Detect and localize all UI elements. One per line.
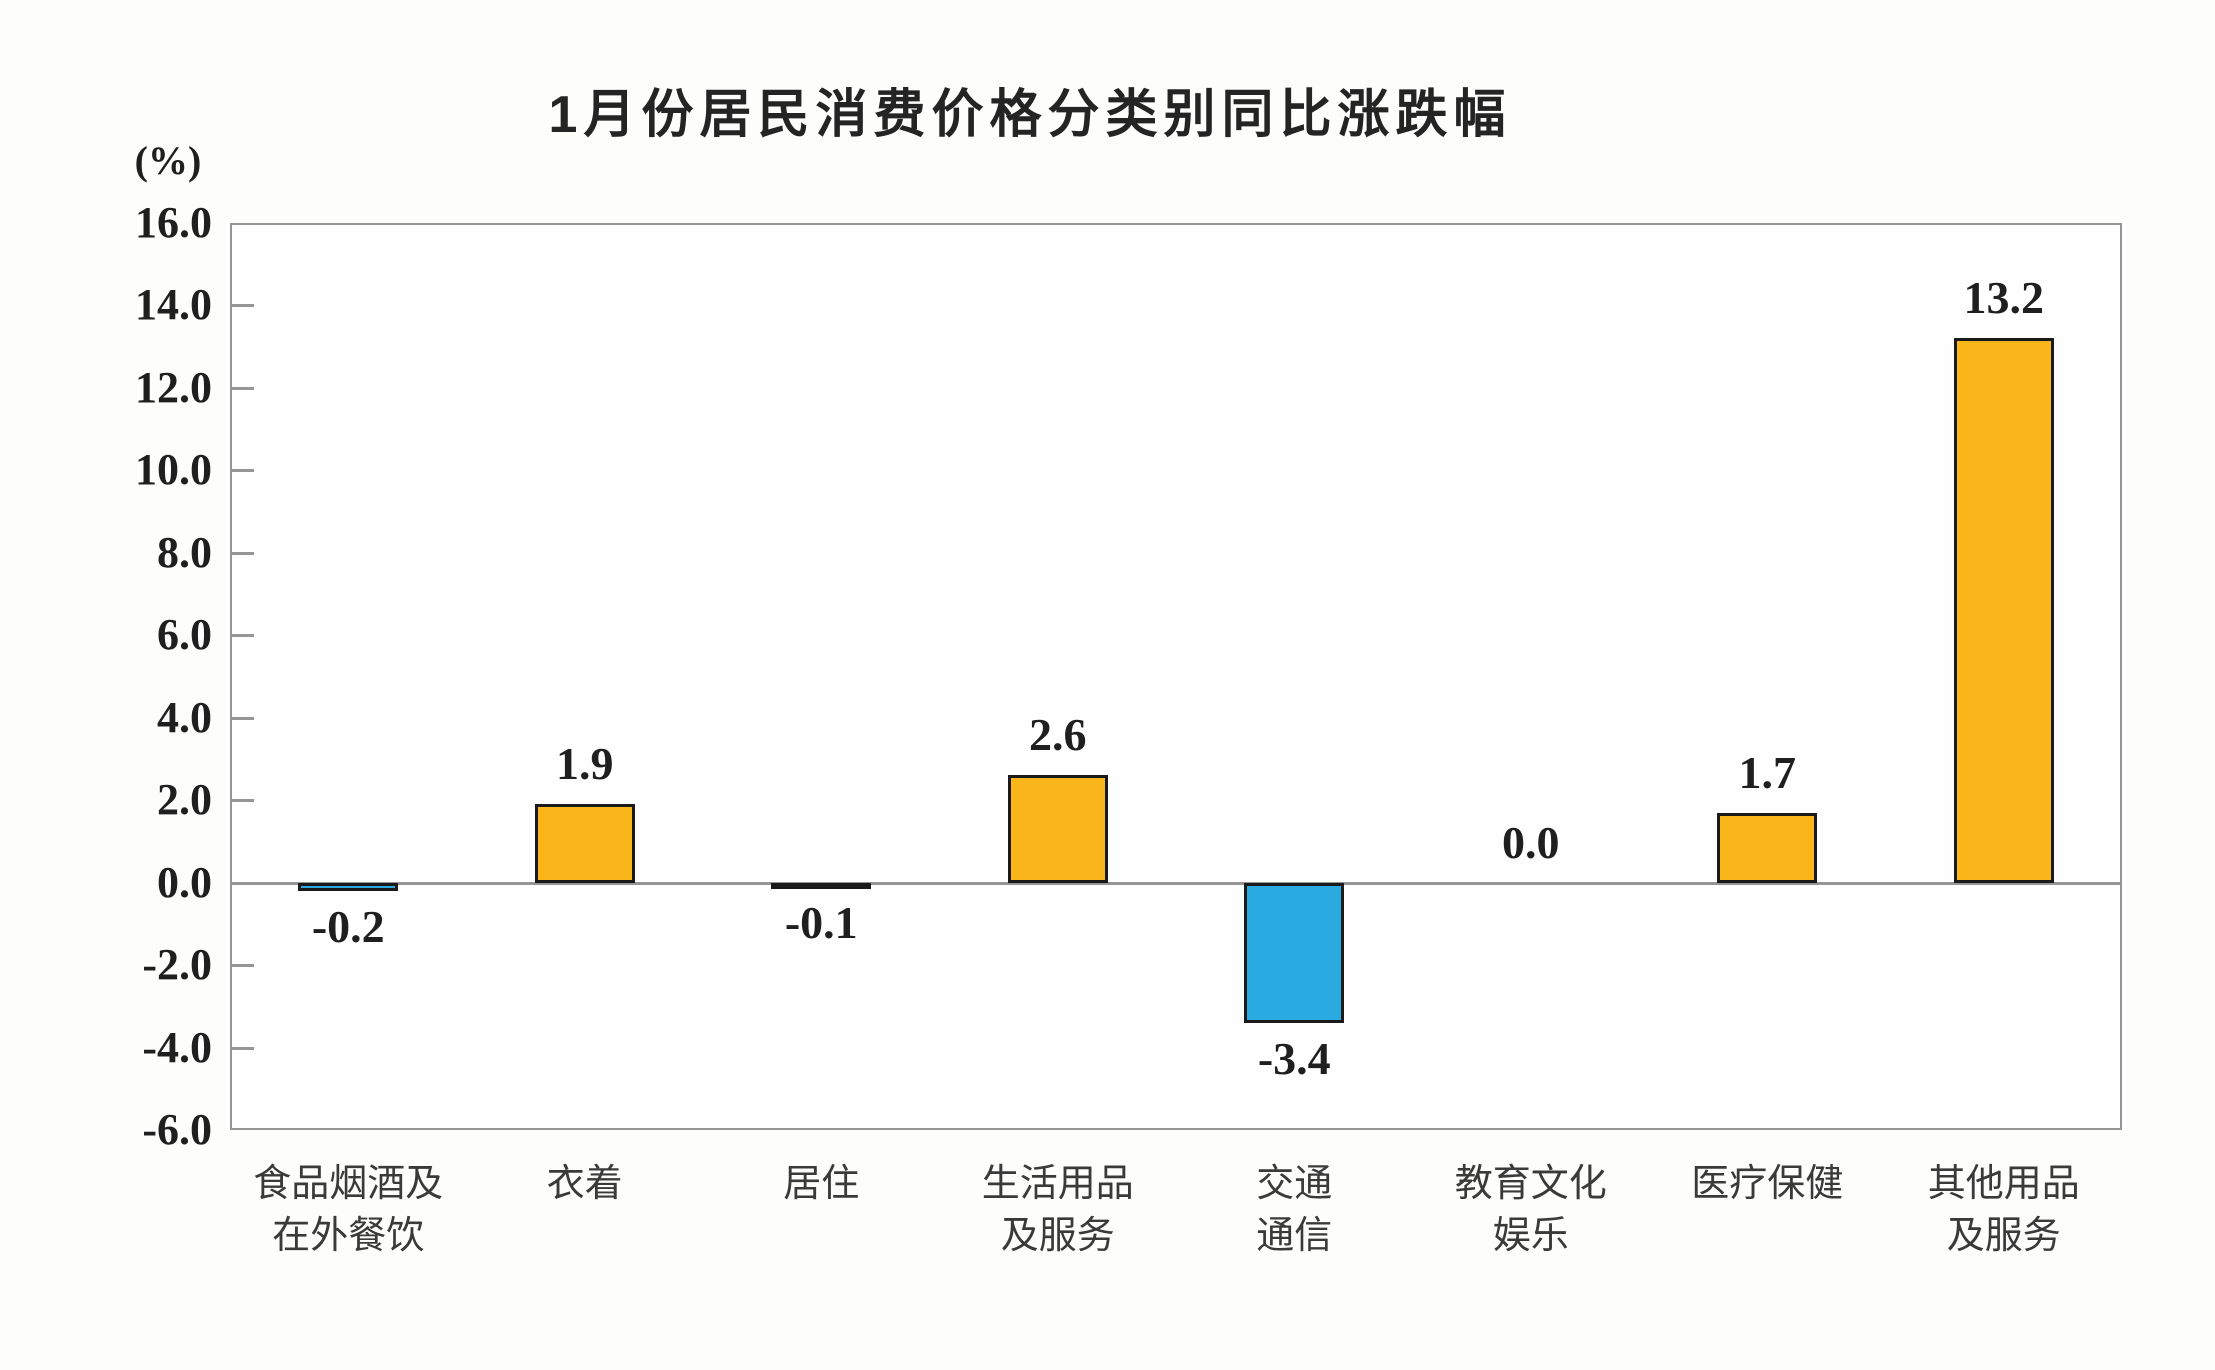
y-axis-tick-mark (232, 386, 254, 390)
y-axis-tick-label: 10.0 (135, 445, 212, 495)
category-label: 居住 (783, 1163, 860, 1205)
bar (1244, 882, 1345, 1023)
plot-area (230, 223, 2122, 1130)
category-label: 医疗保健 (1691, 1163, 1844, 1205)
y-axis-tick-mark (232, 799, 254, 803)
bar-value-label: 13.2 (1963, 272, 2045, 324)
bar-value-label: -3.4 (1257, 1032, 1331, 1084)
zero-baseline (232, 881, 2120, 885)
y-axis-tick-label: -2.0 (142, 940, 212, 990)
bar (1953, 338, 2054, 883)
chart-title: 1月份居民消费价格分类别同比涨跌幅 (548, 86, 1512, 144)
y-axis-tick-mark (232, 304, 254, 308)
y-axis-tick-label: 12.0 (135, 362, 212, 412)
category-label: 食品烟酒及 在外餐饮 (253, 1163, 444, 1257)
bar-value-label: 0.0 (1502, 816, 1560, 868)
y-axis-tick-label: 0.0 (157, 857, 212, 907)
bar (534, 804, 635, 883)
y-axis-tick-label: 8.0 (157, 527, 212, 577)
y-axis-tick-label: 6.0 (157, 610, 212, 660)
y-axis-tick-mark (232, 634, 254, 638)
y-axis-tick-label: 14.0 (135, 280, 212, 330)
y-axis-tick-label: 2.0 (157, 775, 212, 825)
bar (1717, 812, 1818, 883)
y-axis-tick-mark (232, 469, 254, 473)
y-axis-tick-mark (232, 716, 254, 720)
y-axis-tick-label: -6.0 (142, 1105, 212, 1154)
y-axis-tick-mark (232, 964, 254, 968)
bar (1007, 775, 1108, 883)
y-axis-tick-mark (232, 1046, 254, 1050)
category-label: 交通 通信 (1256, 1163, 1333, 1257)
bar-value-label: 2.6 (1029, 709, 1087, 761)
bar (298, 882, 399, 891)
bar-value-label: 1.9 (556, 738, 614, 790)
bar-value-label: -0.2 (311, 900, 385, 952)
y-axis-tick-label: 16.0 (135, 198, 212, 247)
category-label: 其他用品 及服务 (1927, 1163, 2080, 1257)
bar (771, 882, 872, 889)
y-axis-unit-label: (%) (134, 138, 202, 183)
category-label: 衣着 (546, 1163, 623, 1205)
category-label: 教育文化 娱乐 (1454, 1163, 1607, 1257)
y-axis-tick-label: -4.0 (142, 1022, 212, 1072)
y-axis-tick-mark (232, 551, 254, 555)
bar-value-label: -0.1 (784, 896, 858, 948)
y-axis-tick-label: 4.0 (157, 692, 212, 742)
bar-value-label: 1.7 (1738, 746, 1797, 798)
category-label: 生活用品 及服务 (981, 1163, 1134, 1257)
